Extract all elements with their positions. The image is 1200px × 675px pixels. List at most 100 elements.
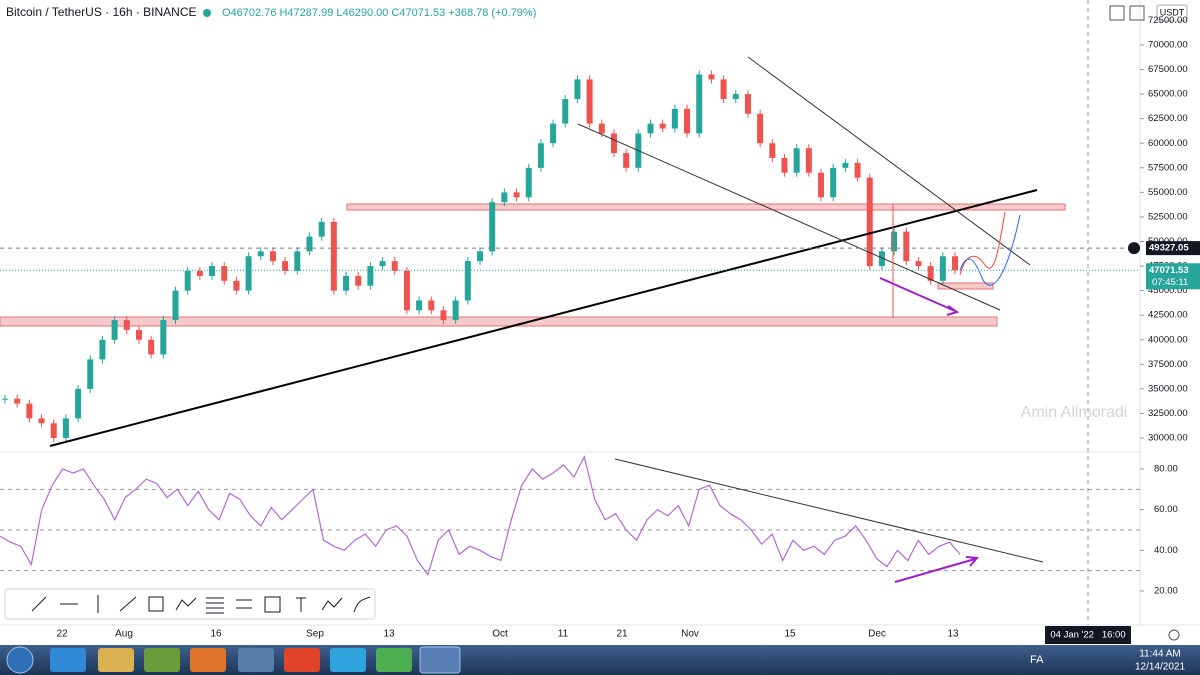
candle bbox=[99, 339, 106, 360]
candle bbox=[903, 231, 910, 262]
tool-ray[interactable] bbox=[119, 596, 137, 612]
start-button[interactable] bbox=[6, 646, 34, 674]
candle bbox=[464, 261, 471, 301]
y-tick-label: 67500.00 bbox=[1148, 64, 1188, 75]
app-icon[interactable] bbox=[330, 648, 366, 672]
candle bbox=[671, 108, 678, 129]
candle bbox=[501, 192, 508, 203]
y-tick-label: 32500.00 bbox=[1148, 408, 1188, 419]
candle bbox=[818, 172, 825, 198]
candle bbox=[160, 320, 167, 355]
y-tick-label: 45000.00 bbox=[1148, 285, 1188, 296]
trend-line bbox=[577, 123, 1001, 311]
candle bbox=[87, 359, 94, 389]
y-tick-label: 52500.00 bbox=[1148, 211, 1188, 222]
tool-rect[interactable] bbox=[148, 596, 164, 612]
y-tick-label: 40.00 bbox=[1154, 545, 1178, 556]
tool-text[interactable] bbox=[296, 597, 306, 612]
app-icon[interactable] bbox=[284, 648, 320, 672]
candle bbox=[939, 256, 946, 281]
tool-line[interactable] bbox=[31, 596, 47, 612]
candle bbox=[915, 261, 922, 267]
candle bbox=[781, 157, 788, 173]
candle bbox=[355, 275, 362, 286]
y-tick-label: 60000.00 bbox=[1148, 138, 1188, 149]
x-tick-label: 22 bbox=[56, 629, 68, 640]
tool-box[interactable] bbox=[264, 596, 281, 613]
y-tick-label: 62500.00 bbox=[1148, 113, 1188, 124]
trend-line bbox=[49, 189, 1038, 447]
y-tick-label: 42500.00 bbox=[1148, 310, 1188, 321]
clock-time: 11:44 AM bbox=[1139, 649, 1181, 660]
candle bbox=[793, 148, 800, 173]
tool-path[interactable] bbox=[175, 597, 197, 611]
app-icon[interactable] bbox=[376, 648, 412, 672]
zone bbox=[937, 282, 994, 290]
app-icon[interactable] bbox=[419, 646, 461, 674]
candle bbox=[26, 403, 33, 419]
x-tick-label: 16 bbox=[210, 629, 222, 640]
currency-button[interactable] bbox=[1156, 4, 1188, 22]
candle bbox=[379, 261, 386, 267]
arrow bbox=[894, 558, 976, 583]
tool-pattern[interactable] bbox=[321, 597, 343, 611]
candle bbox=[391, 261, 398, 271]
candle bbox=[38, 418, 45, 424]
zone bbox=[346, 203, 1066, 211]
app-icon[interactable] bbox=[144, 648, 180, 672]
icon-button[interactable] bbox=[1129, 5, 1145, 21]
status-dot bbox=[203, 9, 211, 17]
candle bbox=[294, 251, 301, 271]
tool-channel[interactable] bbox=[236, 599, 252, 609]
candle bbox=[805, 148, 812, 173]
x-tick-label: 11 bbox=[558, 629, 569, 640]
candle bbox=[952, 256, 958, 271]
x-tick-label: Sep bbox=[306, 629, 324, 640]
y-tick-label: 72500.00 bbox=[1148, 15, 1188, 26]
candle bbox=[62, 418, 69, 438]
candle bbox=[537, 143, 544, 168]
x-tick-label: 21 bbox=[616, 629, 628, 640]
candle bbox=[574, 79, 581, 100]
app-icon[interactable] bbox=[98, 648, 134, 672]
price-label: 47071.53 bbox=[1149, 265, 1189, 276]
candle bbox=[720, 79, 727, 100]
symbol: Bitcoin / TetherUS · 16h · BINANCE bbox=[6, 5, 197, 19]
price-box bbox=[1146, 263, 1200, 290]
candle bbox=[111, 320, 118, 340]
tool-curve[interactable] bbox=[353, 596, 371, 613]
y-tick-label: 40000.00 bbox=[1148, 334, 1188, 345]
candle bbox=[367, 266, 374, 286]
x-tick-label: 13 bbox=[383, 629, 395, 640]
candle bbox=[732, 94, 739, 100]
candle bbox=[330, 221, 337, 291]
candle bbox=[744, 94, 751, 114]
candle bbox=[842, 162, 849, 168]
candle bbox=[135, 329, 142, 340]
candle bbox=[623, 153, 630, 168]
settings-icon[interactable] bbox=[1168, 629, 1180, 641]
candle bbox=[184, 270, 191, 291]
candle bbox=[403, 270, 410, 311]
candle bbox=[684, 108, 691, 134]
trend-line bbox=[614, 458, 1044, 563]
arrow-head bbox=[965, 556, 980, 567]
candle bbox=[513, 192, 520, 198]
candle bbox=[282, 261, 289, 271]
rsi-line bbox=[0, 455, 961, 577]
price-box bbox=[1146, 241, 1200, 256]
app-icon[interactable] bbox=[238, 648, 274, 672]
candle bbox=[123, 320, 130, 330]
currency: USDT bbox=[1160, 7, 1185, 17]
icon-button[interactable] bbox=[1109, 5, 1125, 21]
y-tick-label: 30000.00 bbox=[1148, 433, 1188, 444]
candle bbox=[14, 398, 21, 404]
tool-fib[interactable] bbox=[206, 597, 224, 614]
candle bbox=[489, 202, 496, 252]
app-icon[interactable] bbox=[190, 648, 226, 672]
candle bbox=[562, 99, 569, 124]
ohlc: O46702.76 H47287.99 L46290.00 C47071.53 … bbox=[222, 7, 536, 19]
candle bbox=[221, 266, 228, 281]
app-icon[interactable] bbox=[50, 648, 86, 672]
